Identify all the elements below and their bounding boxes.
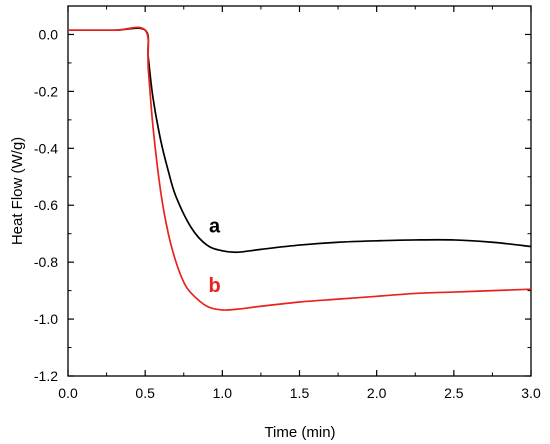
y-tick-label: -1.2 bbox=[34, 368, 58, 384]
series-line-a bbox=[68, 27, 532, 254]
x-axis-title: Time (min) bbox=[264, 424, 335, 441]
plot-frame bbox=[67, 5, 532, 377]
y-tick-label: -0.2 bbox=[34, 83, 58, 99]
x-tick-label: 2.0 bbox=[367, 385, 387, 401]
x-tick-label: 3.0 bbox=[521, 385, 541, 401]
y-tick-label: -0.4 bbox=[34, 140, 58, 156]
x-tick-label: 0.0 bbox=[58, 385, 78, 401]
y-tick-label: -1.0 bbox=[34, 311, 58, 327]
axis-tick-labels: 0.0 0.5 1.0 1.5 2.0 2.5 3.0 0.0 -0.2 -0.4 -0.6 -0.8… bbox=[34, 26, 541, 401]
axis-ticks bbox=[67, 5, 532, 377]
series-line-b bbox=[68, 26, 532, 311]
y-tick-label: 0.0 bbox=[39, 26, 59, 42]
series-lines bbox=[68, 26, 532, 311]
y-tick-label: -0.6 bbox=[34, 197, 58, 213]
x-tick-label: 1.0 bbox=[213, 385, 233, 401]
x-tick-label: 2.5 bbox=[444, 385, 464, 401]
series-label-b: b bbox=[209, 275, 221, 297]
x-tick-label: 0.5 bbox=[135, 385, 155, 401]
series-annotations: ab bbox=[209, 215, 222, 297]
series-label-a: a bbox=[209, 215, 221, 237]
x-tick-label: 1.5 bbox=[290, 385, 310, 401]
y-axis-title: Heat Flow (W/g) bbox=[9, 137, 26, 245]
y-tick-label: -0.8 bbox=[34, 254, 58, 270]
